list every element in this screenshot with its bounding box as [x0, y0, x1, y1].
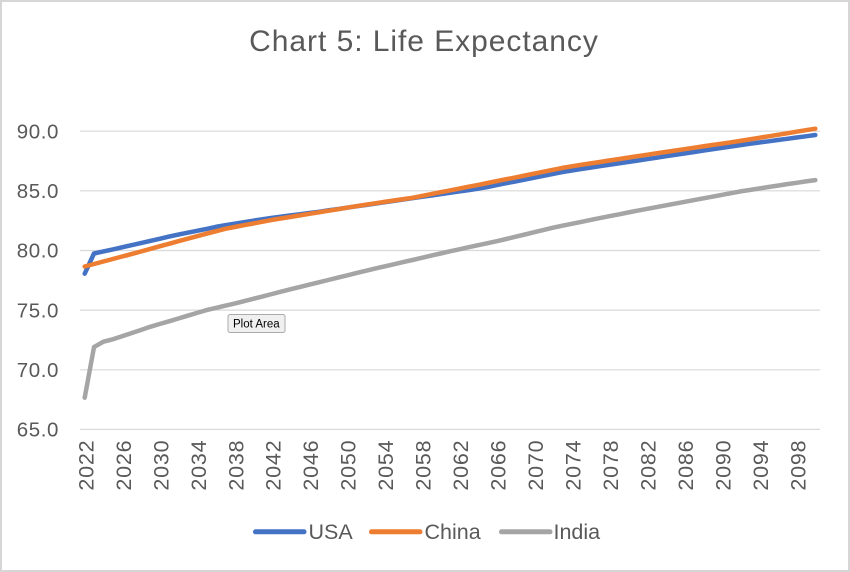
svg-text:China: China: [425, 520, 481, 544]
svg-text:65.0: 65.0: [17, 419, 59, 442]
svg-text:2022: 2022: [74, 440, 98, 491]
svg-text:2066: 2066: [487, 440, 511, 491]
svg-text:2030: 2030: [149, 440, 173, 491]
svg-text:70.0: 70.0: [17, 359, 59, 382]
svg-text:2050: 2050: [337, 440, 361, 491]
svg-text:2074: 2074: [562, 440, 586, 491]
svg-text:2046: 2046: [299, 440, 323, 491]
svg-text:2094: 2094: [749, 440, 773, 491]
svg-text:2070: 2070: [524, 440, 548, 491]
svg-text:2034: 2034: [187, 440, 211, 491]
svg-text:80.0: 80.0: [17, 240, 59, 263]
svg-text:2054: 2054: [374, 440, 398, 491]
svg-text:90.0: 90.0: [17, 120, 59, 143]
svg-text:2062: 2062: [449, 440, 473, 491]
svg-text:2082: 2082: [636, 440, 660, 491]
svg-text:85.0: 85.0: [17, 180, 59, 203]
svg-text:India: India: [554, 520, 601, 544]
svg-text:2086: 2086: [674, 440, 698, 491]
svg-text:2026: 2026: [112, 440, 136, 491]
svg-text:2042: 2042: [262, 440, 286, 491]
svg-text:Chart 5: Life Expectancy: Chart 5: Life Expectancy: [249, 25, 599, 58]
svg-text:Plot Area: Plot Area: [233, 319, 280, 331]
svg-text:2078: 2078: [599, 440, 623, 491]
svg-text:2090: 2090: [711, 440, 735, 491]
svg-text:2098: 2098: [786, 440, 810, 491]
svg-text:2058: 2058: [412, 440, 436, 491]
svg-text:75.0: 75.0: [17, 299, 59, 322]
svg-text:USA: USA: [309, 520, 354, 544]
svg-text:2038: 2038: [224, 440, 248, 491]
